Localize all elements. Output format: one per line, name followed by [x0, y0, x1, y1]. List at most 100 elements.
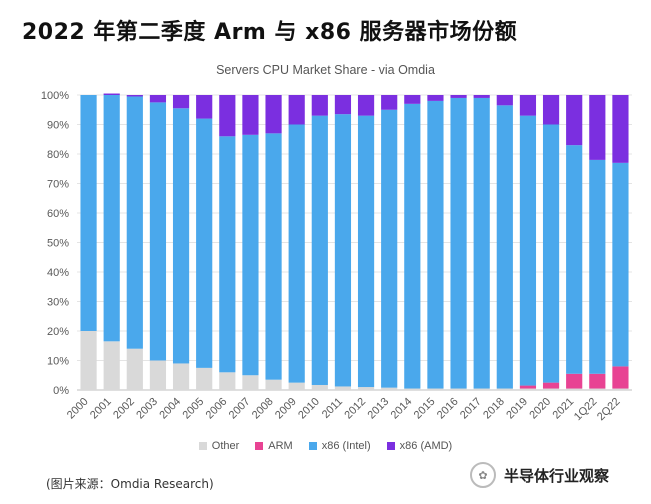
- bar-segment-other-2005: [196, 367, 213, 390]
- bar-segment-x86-amd-2001: [103, 93, 120, 95]
- bar-segment-x86-amd-2014: [404, 95, 421, 104]
- bar-segment-x86-intel-2007: [242, 134, 259, 376]
- bar-segment-other-2021: [566, 388, 583, 390]
- bar-segment-x86-intel-2004: [172, 108, 190, 364]
- bar-segment-other-2010: [311, 384, 328, 390]
- y-tick-label: 60%: [47, 208, 69, 220]
- x-tick-label: 2002: [111, 396, 137, 422]
- legend-label: x86 (AMD): [399, 440, 453, 452]
- x-tick-label: 2005: [181, 396, 207, 422]
- x-tick-label: 2009: [273, 396, 299, 422]
- bar-segment-x86-intel-2017: [473, 97, 490, 389]
- bar-segment-x86-amd-2012: [357, 95, 375, 116]
- bar-segment-other-2011: [334, 386, 352, 390]
- x-tick-label: 2015: [412, 396, 438, 422]
- bar-segment-x86-intel-1Q22: [589, 159, 606, 374]
- y-tick-label: 80%: [47, 149, 69, 161]
- y-tick-label: 70%: [47, 179, 69, 191]
- bar-segment-x86-amd-2007: [242, 95, 259, 135]
- y-tick-label: 50%: [47, 238, 69, 250]
- bar-segment-other-2002: [126, 348, 143, 390]
- bar-segment-x86-amd-2003: [149, 95, 167, 103]
- bar-segment-x86-intel-2014: [404, 103, 421, 389]
- x-tick-label: 2000: [65, 396, 91, 422]
- bar-segment-arm-2020: [542, 382, 560, 389]
- bar-segment-other-2003: [149, 360, 167, 390]
- y-tick-label: 100%: [41, 90, 69, 102]
- bar-segment-x86-intel-2013: [381, 109, 398, 388]
- chart-title: Servers CPU Market Share - via Omdia: [216, 63, 435, 77]
- bar-segment-other-2009: [288, 382, 305, 390]
- x-tick-label: 2Q22: [595, 396, 623, 424]
- bar-segment-arm-2Q22: [612, 366, 629, 389]
- bar-segment-other-2012: [357, 387, 375, 390]
- bar-segment-x86-intel-2001: [103, 95, 120, 342]
- bar-segment-other-2007: [242, 375, 259, 390]
- x-tick-label: 1Q22: [572, 396, 600, 424]
- bar-segment-x86-amd-2008: [265, 95, 282, 134]
- bar-segment-other-2015: [427, 388, 444, 390]
- bar-segment-other-2013: [381, 387, 398, 390]
- x-tick-label: 2012: [342, 396, 368, 422]
- x-tick-label: 2006: [204, 396, 230, 422]
- x-tick-label: 2003: [134, 396, 160, 422]
- x-tick-label: 2007: [227, 396, 253, 422]
- legend-label: ARM: [268, 440, 293, 452]
- legend-label: x86 (Intel): [321, 440, 371, 452]
- bar-segment-x86-amd-2004: [172, 95, 190, 109]
- bar-segment-x86-amd-2013: [381, 95, 398, 110]
- x-tick-label: 2010: [296, 396, 322, 422]
- bar-segment-other-2Q22: [612, 388, 629, 390]
- legend-item: ARM: [255, 440, 293, 452]
- bar-segment-x86-intel-2Q22: [612, 162, 629, 367]
- bar-segment-x86-amd-2018: [496, 95, 513, 106]
- source-note: (图片来源：Omdia Research): [46, 477, 214, 491]
- chart-legend: Other ARM x86 (Intel) x86 (AMD): [0, 440, 651, 452]
- bar-segment-x86-intel-2003: [149, 102, 167, 361]
- bar-segment-x86-amd-2016: [450, 95, 467, 98]
- bar-segment-arm-2021: [566, 373, 583, 389]
- bar-segment-x86-amd-2010: [311, 95, 328, 116]
- x-tick-label: 2013: [366, 396, 392, 422]
- bar-segment-x86-intel-2010: [311, 115, 328, 385]
- bar-segment-x86-amd-2009: [288, 95, 305, 125]
- bar-segment-x86-intel-2016: [450, 97, 467, 389]
- bar-segment-other-2020: [542, 388, 560, 390]
- bar-segment-x86-intel-2011: [334, 114, 352, 387]
- bar-segment-x86-amd-2011: [334, 95, 352, 115]
- bar-segment-x86-intel-2015: [427, 100, 444, 389]
- x-tick-label: 2021: [551, 396, 577, 422]
- bar-segment-x86-intel-2009: [288, 124, 305, 383]
- bar-segment-other-2006: [219, 372, 236, 390]
- bar-segment-x86-amd-2Q22: [612, 95, 629, 163]
- bar-segment-arm-1Q22: [589, 373, 606, 389]
- bar-segment-x86-intel-2021: [566, 145, 583, 374]
- bar-segment-x86-amd-2005: [196, 95, 213, 119]
- bar-segment-other-2014: [404, 388, 421, 390]
- y-tick-label: 40%: [47, 267, 69, 279]
- bar-segment-other-1Q22: [589, 388, 606, 390]
- x-tick-label: 2016: [435, 396, 461, 422]
- bar-segment-x86-amd-2002: [126, 95, 143, 97]
- bar-segment-other-2000: [80, 331, 97, 390]
- legend-swatch: [198, 442, 207, 450]
- y-tick-label: 30%: [47, 297, 69, 309]
- x-tick-label: 2008: [250, 396, 276, 422]
- bar-segment-x86-intel-2019: [519, 115, 537, 386]
- wechat-logo-icon: ✿: [470, 462, 496, 488]
- bar-segment-other-2004: [172, 363, 190, 390]
- bar-segment-other-2019: [519, 388, 537, 390]
- x-tick-label: 2014: [389, 396, 415, 422]
- bar-segment-x86-intel-2006: [219, 136, 236, 373]
- y-tick-label: 0%: [53, 385, 69, 397]
- bar-segment-x86-intel-2018: [496, 105, 513, 389]
- x-tick-label: 2020: [527, 396, 553, 422]
- bar-segment-x86-amd-1Q22: [589, 95, 606, 160]
- x-tick-label: 2001: [88, 396, 114, 422]
- x-tick-label: 2004: [157, 396, 183, 422]
- bar-segment-x86-amd-2020: [542, 95, 560, 125]
- brand-name: 半导体行业观察: [504, 466, 610, 485]
- bar-segment-x86-amd-2017: [473, 95, 490, 98]
- y-tick-label: 90%: [47, 120, 69, 132]
